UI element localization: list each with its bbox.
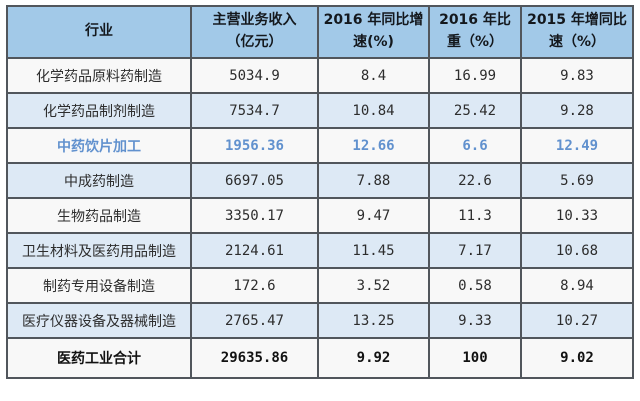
growth-2015-cell: 9.83 xyxy=(520,57,634,94)
revenue-cell: 172.6 xyxy=(190,267,319,304)
growth-2016-cell: 7.88 xyxy=(317,162,430,199)
share-2016-cell: 7.17 xyxy=(428,232,522,269)
industry-cell: 化学药品制剂制造 xyxy=(6,92,192,129)
revenue-cell: 2124.61 xyxy=(190,232,319,269)
share-2016-cell: 100 xyxy=(428,337,522,379)
table-row: 制药专用设备制造 172.6 3.52 0.58 8.94 xyxy=(6,267,634,304)
header-cell-share-2016: 2016 年比 重（%） xyxy=(428,5,522,59)
table-row: 中成药制造 6697.05 7.88 22.6 5.69 xyxy=(6,162,634,199)
industry-revenue-table: 行业 主营业务收入 （亿元） 2016 年同比增 速(%) 2016 年比 重（… xyxy=(6,5,634,379)
header-text: 速（%） xyxy=(548,34,606,50)
header-text: 行业 xyxy=(85,23,113,40)
revenue-cell: 7534.7 xyxy=(190,92,319,129)
header-cell-revenue: 主营业务收入 （亿元） xyxy=(190,5,319,59)
growth-2016-cell: 9.92 xyxy=(317,337,430,379)
growth-2016-cell: 9.47 xyxy=(317,197,430,234)
share-2016-cell: 6.6 xyxy=(428,127,522,164)
table-row: 生物药品制造 3350.17 9.47 11.3 10.33 xyxy=(6,197,634,234)
growth-2015-cell: 8.94 xyxy=(520,267,634,304)
industry-cell: 制药专用设备制造 xyxy=(6,267,192,304)
share-2016-cell: 9.33 xyxy=(428,302,522,339)
header-text: 速(%) xyxy=(353,34,394,50)
header-text: 2016 年同比增 xyxy=(323,12,424,29)
header-text: （亿元） xyxy=(226,34,283,50)
share-2016-cell: 22.6 xyxy=(428,162,522,199)
header-text: 2016 年比 xyxy=(439,12,511,29)
industry-cell: 化学药品原料药制造 xyxy=(6,57,192,94)
growth-2015-cell: 10.27 xyxy=(520,302,634,339)
table-row: 卫生材料及医药用品制造 2124.61 11.45 7.17 10.68 xyxy=(6,232,634,269)
growth-2016-cell: 11.45 xyxy=(317,232,430,269)
share-2016-cell: 0.58 xyxy=(428,267,522,304)
growth-2015-cell: 10.68 xyxy=(520,232,634,269)
table-row: 化学药品原料药制造 5034.9 8.4 16.99 9.83 xyxy=(6,57,634,94)
header-text: 重（%） xyxy=(446,34,504,50)
revenue-cell: 29635.86 xyxy=(190,337,319,379)
growth-2015-cell: 10.33 xyxy=(520,197,634,234)
table-row-highlighted: 中药饮片加工 1956.36 12.66 6.6 12.49 xyxy=(6,127,634,164)
growth-2016-cell: 13.25 xyxy=(317,302,430,339)
growth-2015-cell: 9.28 xyxy=(520,92,634,129)
growth-2015-cell: 12.49 xyxy=(520,127,634,164)
growth-2016-cell: 8.4 xyxy=(317,57,430,94)
table-row: 化学药品制剂制造 7534.7 10.84 25.42 9.28 xyxy=(6,92,634,129)
growth-2016-cell: 10.84 xyxy=(317,92,430,129)
header-cell-industry: 行业 xyxy=(6,5,192,59)
revenue-cell: 1956.36 xyxy=(190,127,319,164)
industry-cell: 医疗仪器设备及器械制造 xyxy=(6,302,192,339)
header-cell-growth-2015: 2015 年增同比 速（%） xyxy=(520,5,634,59)
growth-2015-cell: 9.02 xyxy=(520,337,634,379)
industry-cell: 中药饮片加工 xyxy=(6,127,192,164)
growth-2016-cell: 12.66 xyxy=(317,127,430,164)
industry-cell: 生物药品制造 xyxy=(6,197,192,234)
header-cell-growth-2016: 2016 年同比增 速(%) xyxy=(317,5,430,59)
industry-cell: 卫生材料及医药用品制造 xyxy=(6,232,192,269)
table-total-row: 医药工业合计 29635.86 9.92 100 9.02 xyxy=(6,337,634,379)
revenue-cell: 5034.9 xyxy=(190,57,319,94)
growth-2015-cell: 5.69 xyxy=(520,162,634,199)
table-row: 医疗仪器设备及器械制造 2765.47 13.25 9.33 10.27 xyxy=(6,302,634,339)
growth-2016-cell: 3.52 xyxy=(317,267,430,304)
header-text: 2015 年增同比 xyxy=(527,12,627,29)
revenue-cell: 6697.05 xyxy=(190,162,319,199)
revenue-cell: 2765.47 xyxy=(190,302,319,339)
share-2016-cell: 11.3 xyxy=(428,197,522,234)
share-2016-cell: 25.42 xyxy=(428,92,522,129)
share-2016-cell: 16.99 xyxy=(428,57,522,94)
header-text: 主营业务收入 xyxy=(212,12,297,29)
table-header-row: 行业 主营业务收入 （亿元） 2016 年同比增 速(%) 2016 年比 重（… xyxy=(6,5,634,59)
industry-cell: 中成药制造 xyxy=(6,162,192,199)
revenue-cell: 3350.17 xyxy=(190,197,319,234)
industry-cell: 医药工业合计 xyxy=(6,337,192,379)
